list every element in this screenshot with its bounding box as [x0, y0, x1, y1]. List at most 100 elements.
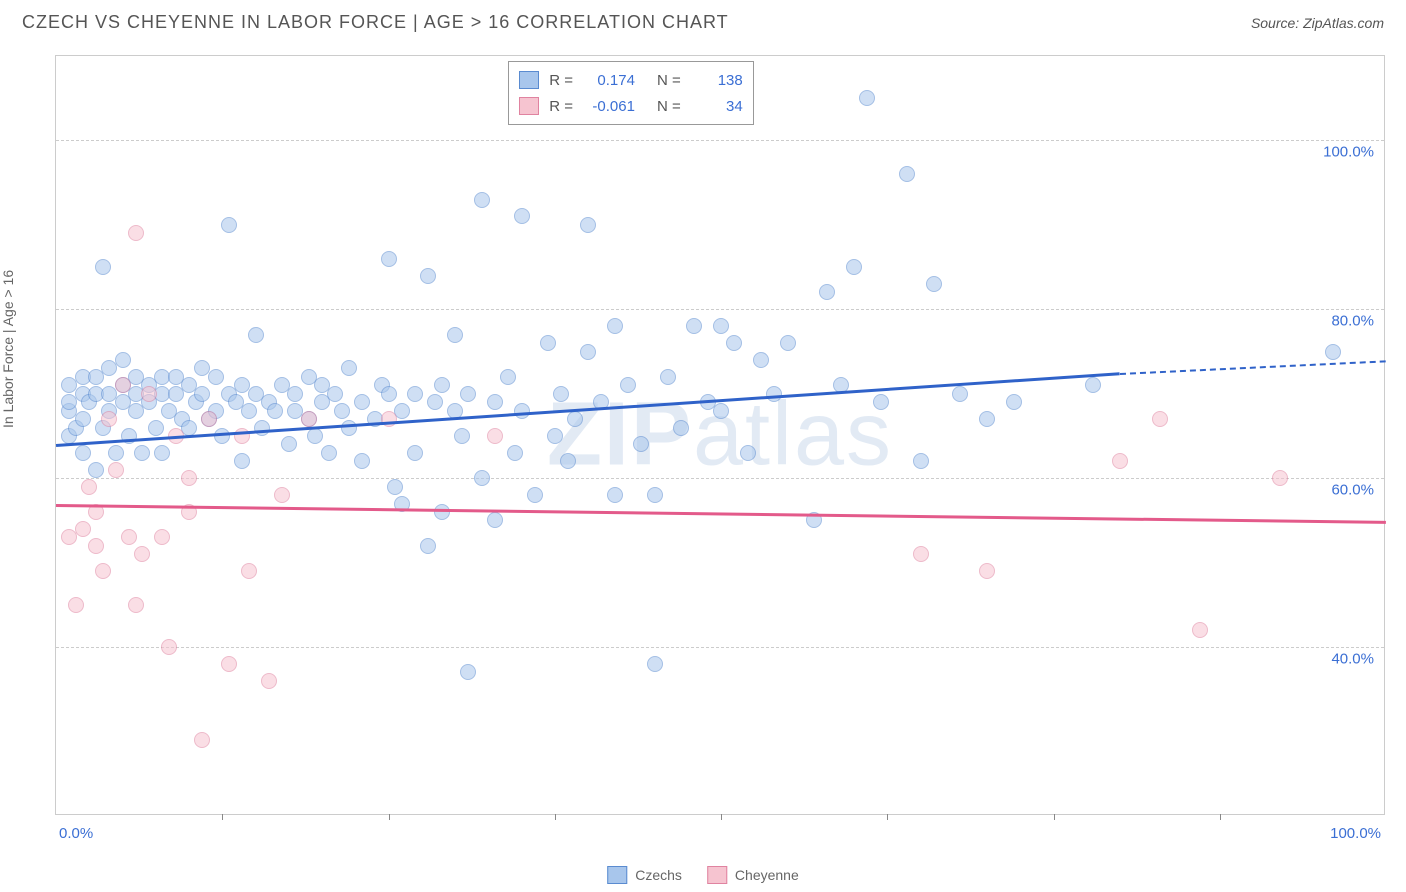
legend-item: Cheyenne [707, 866, 799, 884]
scatter-point [1192, 622, 1208, 638]
trend-line [1120, 360, 1386, 375]
scatter-point [527, 487, 543, 503]
y-tick-label: 40.0% [1331, 651, 1374, 668]
scatter-point [274, 487, 290, 503]
scatter-point [381, 251, 397, 267]
scatter-point [134, 445, 150, 461]
scatter-point [248, 327, 264, 343]
stats-row: R =0.174N =138 [519, 67, 743, 93]
scatter-point [460, 386, 476, 402]
scatter-point [341, 420, 357, 436]
scatter-point [1006, 394, 1022, 410]
scatter-point [88, 538, 104, 554]
scatter-point [686, 318, 702, 334]
scatter-point [254, 420, 270, 436]
scatter-point [460, 664, 476, 680]
scatter-point [307, 428, 323, 444]
scatter-point [620, 377, 636, 393]
x-axis-min-label: 0.0% [59, 825, 93, 842]
x-tick [721, 814, 722, 820]
x-tick [555, 814, 556, 820]
scatter-point [241, 403, 257, 419]
scatter-point [979, 563, 995, 579]
scatter-point [287, 386, 303, 402]
y-tick-label: 80.0% [1331, 313, 1374, 330]
scatter-point [75, 445, 91, 461]
scatter-point [181, 470, 197, 486]
scatter-point [108, 445, 124, 461]
scatter-point [221, 217, 237, 233]
scatter-point [766, 386, 782, 402]
scatter-point [134, 546, 150, 562]
scatter-point [647, 656, 663, 672]
scatter-point [979, 411, 995, 427]
scatter-point [75, 521, 91, 537]
scatter-point [148, 420, 164, 436]
trend-line [56, 504, 1386, 523]
scatter-point [780, 335, 796, 351]
scatter-point [726, 335, 742, 351]
scatter-point [553, 386, 569, 402]
scatter-point [381, 386, 397, 402]
scatter-point [1272, 470, 1288, 486]
stats-n-label: N = [657, 98, 681, 115]
legend-label: Cheyenne [735, 867, 799, 883]
scatter-point [913, 453, 929, 469]
scatter-point [141, 386, 157, 402]
scatter-point [434, 377, 450, 393]
grid-line [56, 309, 1384, 310]
x-tick [222, 814, 223, 820]
scatter-point [873, 394, 889, 410]
scatter-point [194, 732, 210, 748]
scatter-point [580, 217, 596, 233]
scatter-point [1152, 411, 1168, 427]
scatter-point [88, 462, 104, 478]
scatter-point [474, 470, 490, 486]
scatter-point [201, 411, 217, 427]
scatter-point [108, 462, 124, 478]
scatter-point [926, 276, 942, 292]
scatter-point [540, 335, 556, 351]
scatter-point [154, 445, 170, 461]
legend-swatch [707, 866, 727, 884]
scatter-point [560, 453, 576, 469]
scatter-point [161, 639, 177, 655]
scatter-point [1112, 453, 1128, 469]
scatter-point [281, 436, 297, 452]
scatter-point [1325, 344, 1341, 360]
scatter-point [567, 411, 583, 427]
scatter-point [154, 529, 170, 545]
scatter-point [334, 403, 350, 419]
scatter-point [341, 360, 357, 376]
scatter-point [387, 479, 403, 495]
scatter-point [101, 411, 117, 427]
scatter-point [128, 225, 144, 241]
scatter-point [434, 504, 450, 520]
scatter-point [647, 487, 663, 503]
scatter-point [713, 403, 729, 419]
source-attribution: Source: ZipAtlas.com [1251, 15, 1384, 31]
legend-item: Czechs [607, 866, 682, 884]
scatter-point [301, 411, 317, 427]
scatter-point [1085, 377, 1101, 393]
legend-label: Czechs [635, 867, 682, 883]
scatter-point [514, 208, 530, 224]
x-tick [887, 814, 888, 820]
scatter-point [500, 369, 516, 385]
scatter-point [194, 386, 210, 402]
y-axis-label: In Labor Force | Age > 16 [0, 270, 16, 428]
scatter-point [514, 403, 530, 419]
scatter-point [487, 512, 503, 528]
stats-n-value: 138 [691, 72, 743, 89]
stats-r-label: R = [549, 98, 573, 115]
scatter-point [547, 428, 563, 444]
scatter-point [68, 597, 84, 613]
scatter-point [420, 268, 436, 284]
x-tick [389, 814, 390, 820]
scatter-point [267, 403, 283, 419]
scatter-point [474, 192, 490, 208]
x-tick [1220, 814, 1221, 820]
scatter-point [221, 656, 237, 672]
scatter-point [859, 90, 875, 106]
chart-title: CZECH VS CHEYENNE IN LABOR FORCE | AGE >… [22, 12, 729, 33]
